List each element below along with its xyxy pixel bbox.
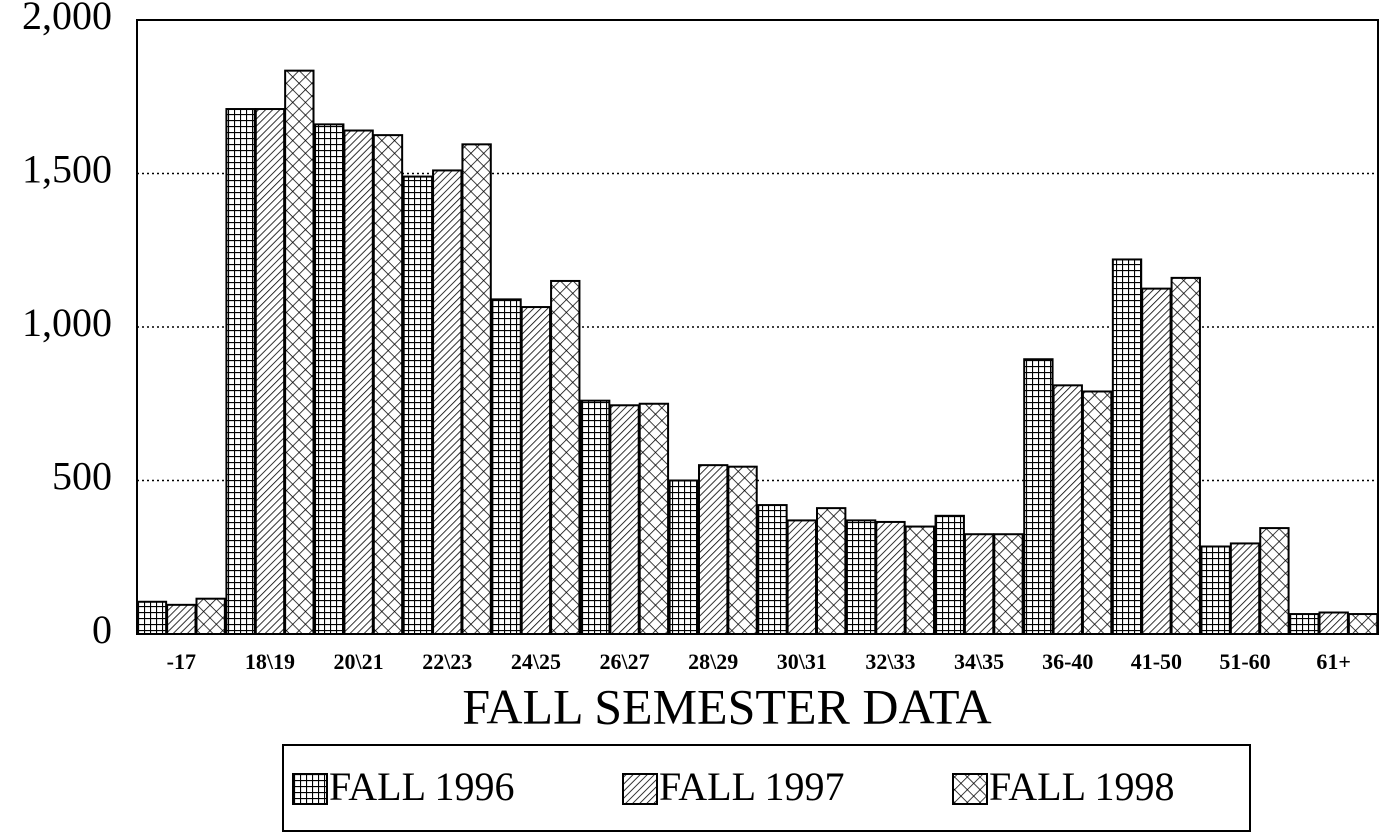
bar bbox=[993, 533, 1024, 635]
bar bbox=[1023, 358, 1054, 635]
y-tick-label: 500 bbox=[52, 454, 112, 499]
bar bbox=[254, 108, 286, 635]
bar bbox=[343, 129, 374, 636]
x-tick-label: 61+ bbox=[1316, 649, 1351, 674]
bar bbox=[786, 519, 818, 635]
bar bbox=[934, 514, 965, 635]
bar bbox=[1289, 613, 1320, 635]
x-tick-label: 32\33 bbox=[865, 649, 915, 674]
bar bbox=[314, 123, 345, 635]
bar bbox=[816, 507, 847, 636]
x-axis-title: FALL SEMESTER DATA bbox=[462, 678, 991, 734]
bar bbox=[520, 306, 552, 635]
y-tick-label: 1,000 bbox=[22, 300, 112, 345]
bar bbox=[609, 404, 640, 635]
bar bbox=[372, 134, 404, 635]
y-tick-label: 2,000 bbox=[22, 0, 112, 38]
bar bbox=[904, 525, 936, 635]
x-tick-label: 18\19 bbox=[245, 649, 295, 674]
bar bbox=[461, 143, 492, 636]
legend-box bbox=[282, 744, 1251, 832]
x-tick-label: 24\25 bbox=[511, 649, 561, 674]
bar bbox=[727, 465, 758, 635]
legend-swatch bbox=[952, 773, 988, 805]
bar bbox=[638, 402, 670, 635]
bar bbox=[697, 464, 729, 635]
bar bbox=[1052, 384, 1083, 635]
bar bbox=[550, 279, 581, 635]
bar bbox=[402, 175, 434, 635]
bar bbox=[845, 519, 877, 635]
bar bbox=[757, 504, 788, 635]
bar bbox=[1318, 611, 1349, 636]
x-tick-label: 30\31 bbox=[777, 649, 827, 674]
bar bbox=[1229, 542, 1261, 635]
bar bbox=[491, 298, 522, 635]
y-tick-label: 0 bbox=[92, 607, 112, 652]
x-tick-label: 41-50 bbox=[1131, 649, 1182, 674]
bar bbox=[668, 479, 699, 635]
bar bbox=[1170, 276, 1201, 635]
x-tick-label: 26\27 bbox=[599, 649, 649, 674]
x-tick-label: -17 bbox=[167, 649, 196, 674]
legend-swatch bbox=[622, 773, 658, 805]
bar bbox=[166, 603, 197, 636]
legend-label: FALL 1997 bbox=[659, 764, 845, 809]
bar bbox=[875, 520, 906, 636]
x-tick-label: 20\21 bbox=[334, 649, 384, 674]
bar bbox=[136, 600, 168, 636]
bar bbox=[1259, 527, 1290, 636]
bar bbox=[1081, 390, 1113, 635]
bar bbox=[432, 169, 463, 635]
legend-label: FALL 1996 bbox=[329, 764, 515, 809]
x-tick-label: 36-40 bbox=[1042, 649, 1093, 674]
legend-label: FALL 1998 bbox=[989, 764, 1175, 809]
y-tick-label: 1,500 bbox=[22, 147, 112, 192]
bar bbox=[963, 533, 995, 635]
bar bbox=[225, 108, 256, 635]
bar bbox=[1111, 258, 1143, 635]
bar bbox=[284, 69, 315, 635]
bar bbox=[1141, 287, 1172, 635]
bar bbox=[1200, 545, 1231, 636]
x-tick-label: 34\35 bbox=[954, 649, 1004, 674]
bar bbox=[579, 399, 611, 635]
bar bbox=[1347, 613, 1379, 635]
x-tick-label: 28\29 bbox=[688, 649, 738, 674]
x-tick-label: 22\23 bbox=[422, 649, 472, 674]
legend-swatch bbox=[292, 773, 328, 805]
x-tick-label: 51-60 bbox=[1219, 649, 1270, 674]
bar bbox=[195, 597, 226, 636]
